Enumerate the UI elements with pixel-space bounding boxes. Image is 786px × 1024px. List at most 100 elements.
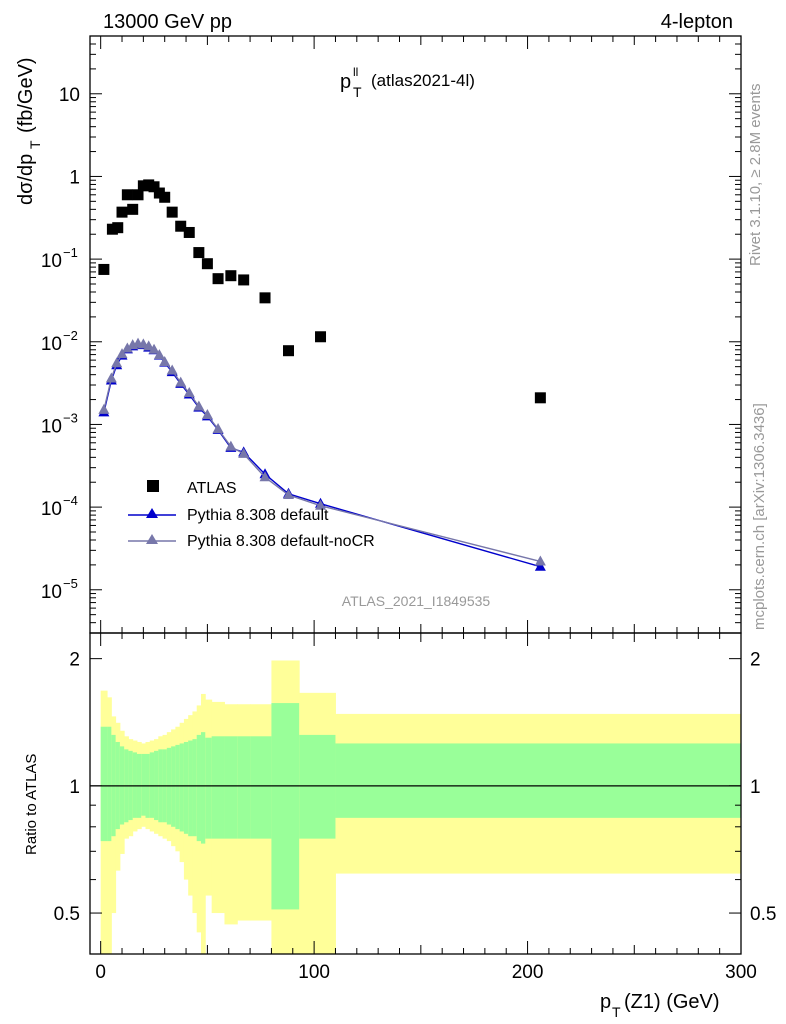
data-point-atlas	[112, 222, 124, 234]
data-point-nocr	[148, 343, 160, 354]
data-point-nocr	[175, 376, 187, 387]
ratio-band-inner	[100, 726, 108, 842]
ratio-band-inner	[196, 734, 202, 842]
data-point-nocr	[534, 555, 546, 566]
data-point-atlas	[175, 220, 187, 232]
y-tick-label: 10	[41, 416, 62, 437]
data-point-nocr	[259, 471, 271, 482]
ratio-panel: 0 100 200 300 0.5 0.5 1 1 2 2	[54, 632, 776, 983]
ratio-band-inner	[183, 741, 189, 834]
ratio-band-inner	[149, 752, 155, 818]
ratio-band-inner	[188, 740, 193, 837]
data-point-nocr	[283, 489, 295, 500]
data-point-atlas	[148, 181, 160, 193]
data-point-nocr	[201, 409, 213, 420]
data-point-atlas	[534, 392, 546, 404]
ratio-tick-label: 1	[69, 777, 80, 798]
x-axis-title-tail: (Z1) (GeV)	[624, 991, 720, 1013]
data-point-nocr	[212, 423, 224, 434]
data-point-atlas	[315, 331, 327, 343]
x-tick-label: 0	[95, 962, 106, 983]
plot-label-tail: (atlas2021-4l)	[371, 71, 475, 90]
data-point-atlas	[259, 292, 271, 304]
y-tick-exponent: −4	[63, 493, 78, 508]
y-axis-title-sub: T	[27, 140, 43, 149]
ratio-band-inner	[271, 703, 300, 910]
legend-default-label: Pythia 8.308 default	[187, 507, 329, 524]
mcplots-ref: mcplots.cern.ch [arXiv:1306.3436]	[751, 403, 768, 630]
legend-atlas-label: ATLAS	[187, 480, 237, 497]
y-tick-exponent: −1	[63, 245, 78, 260]
ratio-band-inner	[205, 737, 213, 839]
header-right: 4-lepton	[661, 11, 733, 33]
ratio-axis-title: Ratio to ATLAS	[23, 754, 40, 855]
data-point-atlas	[132, 189, 144, 201]
data-point-nocr	[111, 357, 123, 368]
legend: ATLAS Pythia 8.308 default Pythia 8.308 …	[128, 480, 375, 550]
ratio-band-inner	[211, 736, 225, 839]
x-tick-label: 300	[725, 962, 757, 983]
data-point-default	[534, 560, 546, 571]
ratio-band-inner	[200, 732, 206, 844]
legend-nocr-label: Pythia 8.308 default-noCR	[187, 533, 375, 550]
data-point-nocr	[121, 342, 133, 353]
ratio-band-inner	[192, 739, 198, 837]
ratio-tick-label: 0.5	[54, 904, 80, 925]
data-point-atlas	[121, 189, 133, 201]
x-axis-title-sub: T	[612, 1004, 621, 1020]
plot-label-sup: ll	[353, 65, 358, 79]
y-tick-label: 10	[59, 85, 80, 106]
header-left: 13000 GeV pp	[103, 11, 232, 33]
ratio-band-inner	[224, 736, 238, 839]
series-line-nocr	[103, 342, 541, 563]
y-tick-label: 10	[41, 251, 62, 272]
ratio-band-inner	[237, 736, 251, 839]
ratio-band-inner	[250, 736, 272, 839]
data-point-nocr	[166, 364, 178, 375]
data-point-nocr	[225, 440, 237, 451]
data-point-atlas	[98, 263, 110, 275]
plot-label-sub: T	[353, 84, 362, 100]
data-point-atlas	[183, 226, 195, 238]
y-tick-exponent: −2	[63, 328, 78, 343]
y-tick-exponent: −3	[63, 410, 78, 425]
y-axis-units: (fb/GeV)	[15, 57, 37, 133]
y-tick-label: 10	[41, 582, 62, 603]
ratio-tick-label-right: 2	[750, 650, 761, 671]
data-point-atlas	[201, 258, 213, 270]
ratio-tick-label-right: 0.5	[750, 904, 776, 925]
data-point-nocr	[315, 499, 327, 510]
legend-atlas-marker	[147, 480, 159, 492]
data-point-nocr	[105, 372, 117, 383]
data-point-atlas	[225, 270, 237, 282]
data-point-atlas	[116, 206, 128, 218]
analysis-id: ATLAS_2021_I1849535	[342, 593, 491, 609]
y-tick-label: 10	[41, 334, 62, 355]
y-axis-title: dσ/dp	[15, 154, 37, 205]
legend-nocr-marker	[146, 534, 158, 544]
ratio-band-inner	[171, 746, 176, 827]
ratio-tick-label-right: 1	[750, 777, 761, 798]
data-point-nocr	[116, 348, 128, 359]
data-point-atlas	[283, 345, 295, 357]
data-point-atlas	[127, 203, 139, 215]
y-tick-exponent: −5	[63, 576, 78, 591]
ratio-band-inner	[107, 726, 112, 842]
data-point-nocr	[98, 403, 110, 414]
ratio-band-inner	[175, 744, 181, 830]
ratio-band-inner	[299, 734, 336, 839]
data-point-nocr	[143, 340, 155, 351]
data-point-nocr	[183, 387, 195, 398]
rivet-version: Rivet 3.1.10, ≥ 2.8M events	[747, 84, 764, 267]
ratio-band-inner	[179, 743, 185, 832]
ratio-tick-label: 2	[69, 650, 80, 671]
data-point-nocr	[193, 400, 205, 411]
legend-default-marker	[146, 508, 158, 518]
x-tick-label: 100	[298, 962, 330, 983]
data-point-nocr	[153, 349, 165, 360]
data-point-nocr	[159, 355, 171, 366]
ratio-frame	[89, 632, 742, 955]
data-point-nocr	[238, 447, 250, 458]
